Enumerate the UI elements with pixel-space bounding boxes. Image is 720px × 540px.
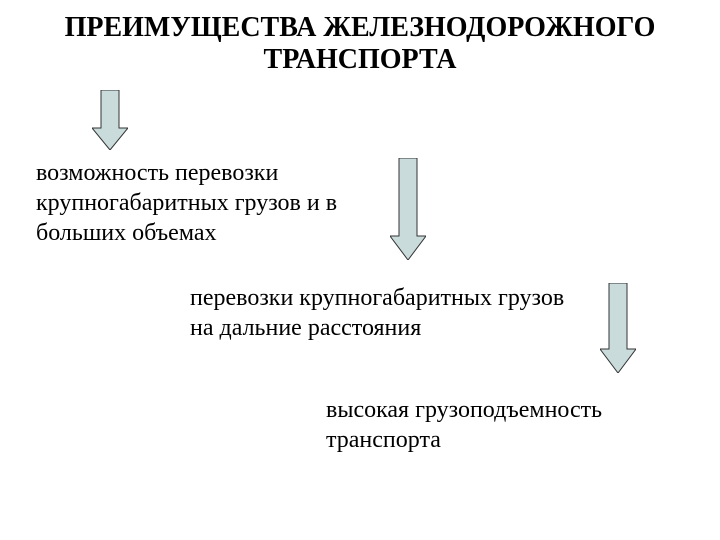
arrow-down-icon [600, 283, 636, 373]
page-title: ПРЕИМУЩЕСТВА ЖЕЛЕЗНОДОРОЖНОГО ТРАНСПОРТА [0, 12, 720, 76]
advantage-block-3: высокая грузоподъемность транспорта [326, 395, 706, 455]
advantage-block-1: возможность перевозки крупногабаритных г… [36, 158, 366, 248]
arrow-down-icon [390, 158, 426, 260]
arrow-down-icon [92, 90, 128, 150]
advantage-block-2: перевозки крупногабаритных грузов на дал… [190, 283, 590, 343]
